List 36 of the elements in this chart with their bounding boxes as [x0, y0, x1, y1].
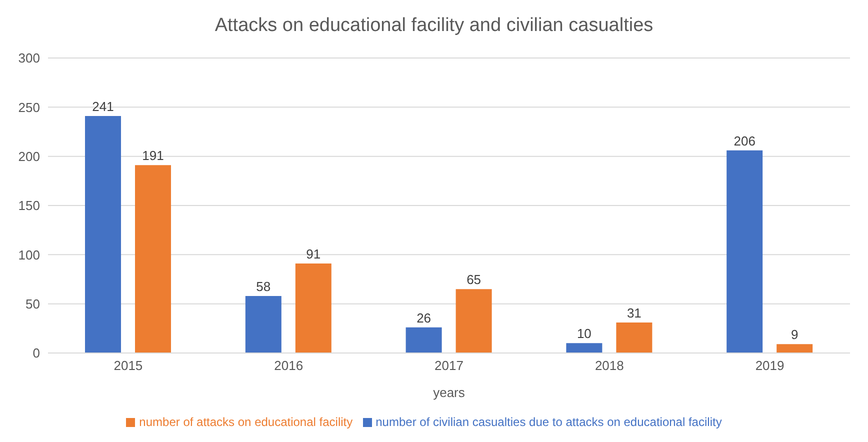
data-label: 191	[142, 148, 164, 164]
bar	[456, 289, 492, 353]
data-label: 9	[790, 327, 798, 342]
bar	[406, 327, 442, 353]
data-label: 241	[92, 99, 114, 114]
x-tick-label: 2015	[114, 358, 143, 374]
y-tick-label: 50	[26, 296, 40, 312]
x-tick-label: 2018	[594, 358, 624, 374]
data-label: 31	[626, 306, 642, 321]
x-tick-label: 2016	[274, 358, 304, 374]
chart-title: Attacks on educational facility and civilian casualties	[214, 14, 654, 38]
y-tick-label: 150	[18, 198, 40, 214]
bar	[135, 165, 171, 353]
bar	[616, 322, 652, 353]
bar	[295, 264, 332, 353]
y-tick-label: 100	[18, 247, 40, 262]
y-tick-label: 300	[18, 50, 40, 66]
data-label: 58	[256, 278, 271, 294]
bar	[245, 296, 282, 353]
y-tick-label: 250	[18, 100, 40, 115]
data-label: 65	[466, 272, 482, 288]
data-label: 91	[306, 246, 321, 262]
bar	[726, 150, 763, 353]
y-tick-label: 200	[18, 148, 40, 164]
data-label: 26	[416, 310, 432, 326]
x-tick-label: 2017	[434, 358, 464, 374]
legend-label: number of civilian casualties due to attacks on educational facility	[376, 415, 722, 429]
x-axis-title: years	[433, 385, 466, 400]
legend-label: number of attacks on educational facility	[139, 415, 353, 429]
data-label: 206	[734, 133, 756, 148]
bar	[85, 116, 121, 353]
bar	[566, 343, 602, 353]
x-tick-label: 2019	[755, 358, 784, 374]
data-label: 10	[576, 326, 592, 342]
bar	[776, 344, 813, 353]
y-tick-label: 0	[32, 346, 40, 361]
